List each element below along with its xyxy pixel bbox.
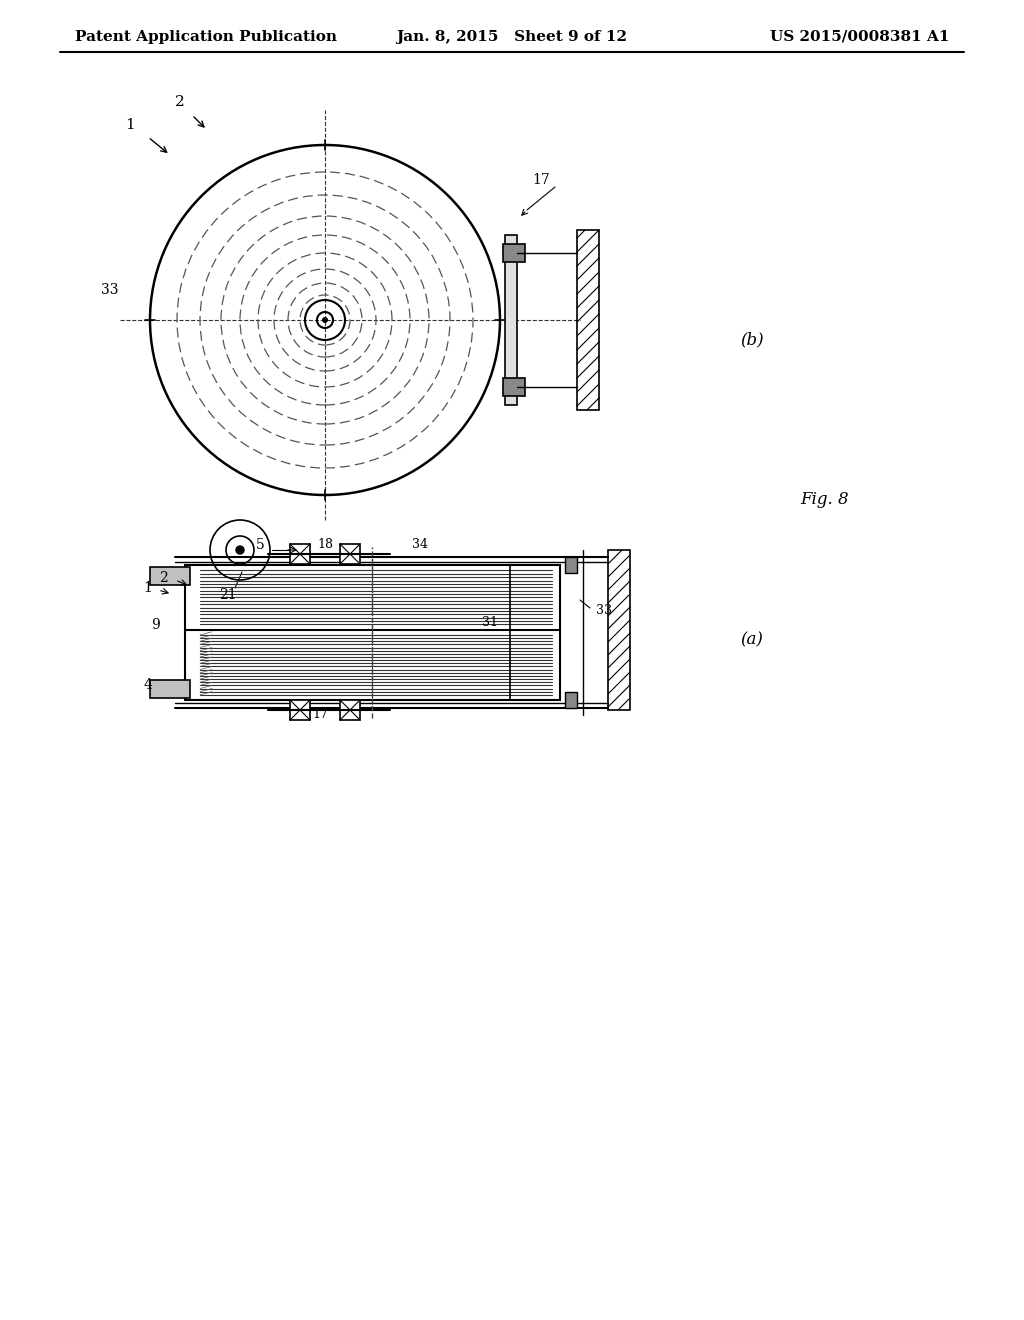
Bar <box>290 544 310 564</box>
Bar <box>290 700 310 719</box>
Bar <box>565 557 577 573</box>
Text: 1: 1 <box>143 581 153 595</box>
Circle shape <box>236 546 244 554</box>
Text: 33: 33 <box>101 282 119 297</box>
Bar <box>577 230 599 411</box>
Text: US 2015/0008381 A1: US 2015/0008381 A1 <box>770 30 950 44</box>
Text: (b): (b) <box>740 331 764 348</box>
Bar <box>150 568 190 585</box>
Bar <box>340 544 360 564</box>
Text: (a): (a) <box>740 631 763 648</box>
Bar <box>608 550 630 710</box>
Text: 9: 9 <box>151 618 160 632</box>
Text: 17: 17 <box>532 173 550 187</box>
Bar <box>185 565 560 700</box>
Text: 5: 5 <box>256 539 264 552</box>
Text: Patent Application Publication: Patent Application Publication <box>75 30 337 44</box>
Bar <box>150 680 190 698</box>
Bar <box>505 235 517 405</box>
Text: 21: 21 <box>219 587 237 602</box>
Text: 31: 31 <box>482 615 498 628</box>
Text: 18: 18 <box>317 539 333 552</box>
Bar <box>503 378 525 396</box>
Circle shape <box>322 317 328 323</box>
Text: 4: 4 <box>143 678 153 692</box>
Text: 34: 34 <box>412 539 428 552</box>
Bar <box>340 700 360 719</box>
Bar <box>565 692 577 708</box>
Bar <box>503 244 525 261</box>
Text: 33: 33 <box>596 603 612 616</box>
Text: 17: 17 <box>312 709 328 722</box>
Text: Fig. 8: Fig. 8 <box>800 491 849 508</box>
Text: Jan. 8, 2015   Sheet 9 of 12: Jan. 8, 2015 Sheet 9 of 12 <box>396 30 628 44</box>
Text: 1: 1 <box>125 117 135 132</box>
Text: 2: 2 <box>159 572 167 585</box>
Text: 2: 2 <box>175 95 185 110</box>
